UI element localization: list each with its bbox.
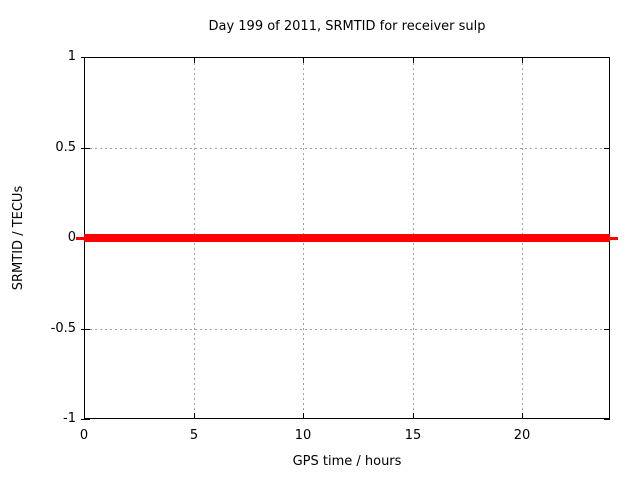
y-tick-mark-left	[81, 329, 90, 330]
y-tick-mark-right	[604, 329, 610, 330]
y-tick-label: 0	[67, 230, 76, 245]
data-line	[84, 234, 610, 242]
x-tick-label: 10	[294, 428, 312, 443]
y-gridline	[85, 329, 609, 330]
x-tick-mark-bottom	[413, 413, 414, 418]
x-tick-mark-bottom	[194, 413, 195, 418]
y-tick-mark-right	[604, 148, 610, 149]
x-tick-mark-top	[303, 58, 304, 63]
data-line-overhang-left	[76, 237, 84, 240]
chart-title: Day 199 of 2011, SRMTID for receiver sul…	[208, 19, 486, 34]
x-tick-label: 20	[513, 428, 531, 443]
y-tick-label: 1	[67, 49, 76, 64]
y-tick-mark-left	[81, 148, 90, 149]
x-tick-label: 5	[189, 428, 199, 443]
x-axis-label: GPS time / hours	[292, 454, 402, 469]
x-tick-mark-top	[413, 58, 414, 63]
y-gridline	[85, 148, 609, 149]
x-tick-mark-bottom	[303, 413, 304, 418]
x-tick-label: 0	[79, 428, 89, 443]
y-tick-label: -1	[63, 411, 76, 426]
y-tick-mark-left	[81, 419, 90, 420]
y-tick-label: -0.5	[50, 321, 76, 336]
x-tick-label: 15	[404, 428, 422, 443]
y-tick-mark-right	[604, 419, 610, 420]
data-line-overhang-right	[610, 237, 618, 240]
x-tick-mark-top	[522, 58, 523, 63]
x-tick-mark-top	[194, 58, 195, 63]
y-tick-label: 0.5	[55, 140, 76, 155]
x-tick-mark-bottom	[522, 413, 523, 418]
